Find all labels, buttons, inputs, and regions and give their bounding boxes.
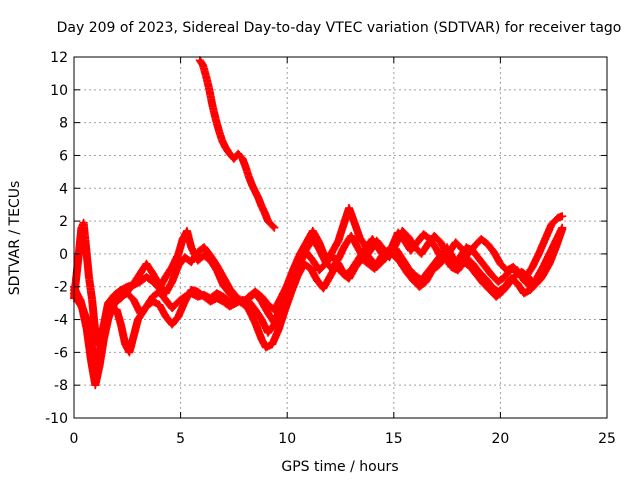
y-axis-label: SDTVAR / TECUs: [7, 181, 23, 296]
x-axis-label: GPS time / hours: [281, 459, 398, 475]
chart-title: Day 209 of 2023, Sidereal Day-to-day VTE…: [57, 20, 622, 36]
axis-ticks: [73, 56, 608, 419]
x-tick-label: 0: [70, 431, 79, 447]
x-tick-label: 5: [176, 431, 185, 447]
series-track-5: [195, 56, 279, 232]
x-tick-label: 20: [491, 431, 509, 447]
x-tick-label: 15: [385, 431, 403, 447]
plot-frame: [73, 56, 608, 419]
y-tick-label: 8: [59, 116, 68, 132]
data-point-markers: [195, 56, 279, 232]
data-series: [70, 56, 567, 390]
y-tick-label: 0: [59, 247, 68, 263]
x-tick-label: 10: [278, 431, 296, 447]
y-tick-label: 12: [50, 50, 68, 66]
x-tick-label: 25: [598, 431, 616, 447]
x-tick-labels: 0 5 10 15 20 25: [70, 431, 616, 447]
y-tick-label: -10: [45, 411, 68, 427]
y-tick-label: 10: [50, 83, 68, 99]
y-tick-label: 2: [59, 214, 68, 230]
y-tick-label: -4: [54, 313, 68, 329]
y-tick-labels: -10 -8 -6 -4 -2 0 2 4 6 8 10 12: [45, 50, 68, 427]
y-tick-label: -2: [54, 280, 68, 296]
y-tick-label: -6: [54, 345, 68, 361]
y-tick-label: 6: [59, 148, 68, 164]
y-tick-label: -8: [54, 378, 68, 394]
y-tick-label: 4: [59, 181, 68, 197]
